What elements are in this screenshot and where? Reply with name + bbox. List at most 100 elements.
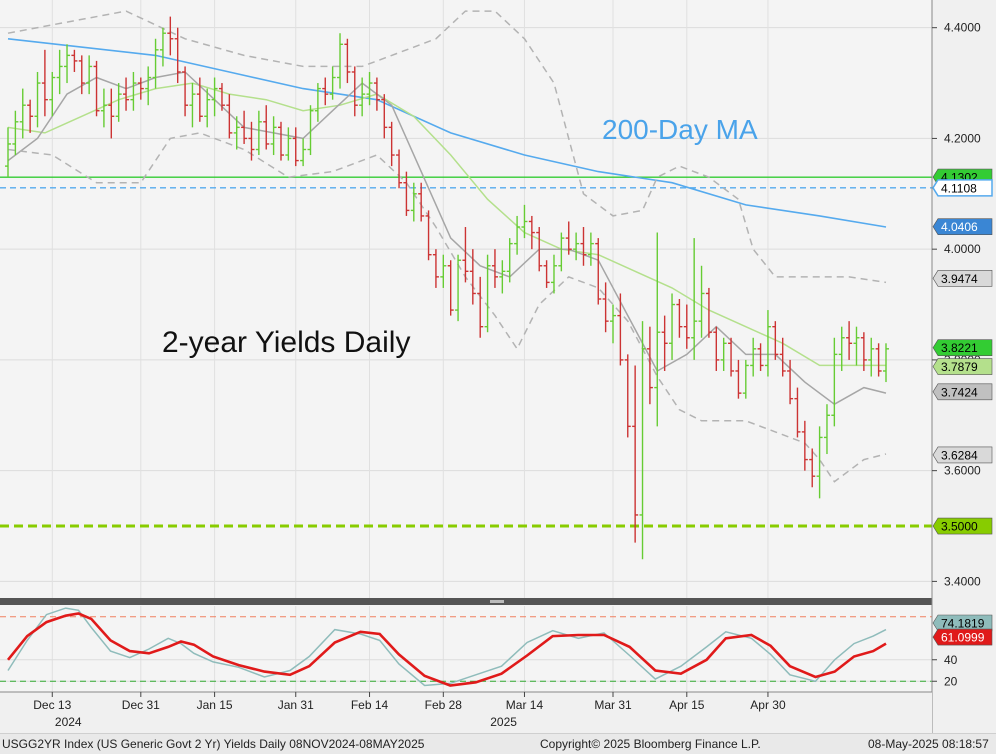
ohlc-bar <box>49 71 56 117</box>
ma-label: 200-Day MA <box>602 114 758 145</box>
ohlc-bar <box>388 121 395 167</box>
ohlc-bar <box>639 321 646 560</box>
footer-timestamp: 08-May-2025 08:18:57 <box>868 737 989 751</box>
ohlc-bar <box>816 426 823 499</box>
ohlc-bar <box>307 105 314 156</box>
ohlc-bar <box>595 238 602 305</box>
ohlc-bar <box>78 55 85 95</box>
ohlc-bar <box>292 127 299 167</box>
ohlc-bar <box>189 83 196 128</box>
ohlc-bar <box>669 293 676 360</box>
price-tag-label: 4.0406 <box>941 220 978 234</box>
ohlc-bar <box>152 38 159 89</box>
ohlc-bar <box>86 55 93 95</box>
date-axis-area <box>0 692 932 733</box>
price-tag: 74.1819 <box>932 614 993 632</box>
footer-security-description: USGG2YR Index (US Generic Govt 2 Yr) Yie… <box>2 737 425 751</box>
x-tick-label: Dec 13 <box>33 698 71 712</box>
ohlc-bar <box>499 260 506 294</box>
ohlc-bar <box>550 254 557 294</box>
x-tick-label: Jan 15 <box>197 698 233 712</box>
x-tick-label: Feb 28 <box>425 698 463 712</box>
price-tag-label: 3.7879 <box>941 360 978 374</box>
ohlc-bar <box>329 66 336 100</box>
ohlc-bar <box>853 326 860 366</box>
ohlc-bar <box>831 337 838 427</box>
y-tick-label: 20 <box>944 674 958 688</box>
ohlc-bar <box>477 276 484 338</box>
ohlc-bar <box>233 116 240 150</box>
ohlc-bar <box>691 238 698 360</box>
ohlc-bar <box>270 116 277 156</box>
footer-copyright: Copyright© 2025 Bloomberg Finance L.P. <box>540 737 761 751</box>
ohlc-bar <box>440 254 447 288</box>
ohlc-bar <box>868 337 875 377</box>
ohlc-bar <box>521 204 528 239</box>
ma-short-line <box>7 82 886 367</box>
ohlc-bar <box>565 221 572 255</box>
ohlc-bar <box>654 232 661 427</box>
ohlc-bar <box>455 254 462 322</box>
ohlc-bar <box>263 105 270 150</box>
ohlc-bar <box>705 287 712 338</box>
ma-200-line <box>7 38 887 228</box>
price-tag: 4.0406 <box>932 218 993 235</box>
ohlc-bar <box>794 387 801 438</box>
ohlc-bar <box>875 343 882 377</box>
ohlc-bar <box>337 33 344 89</box>
y-tick-label: 3.6000 <box>944 464 981 478</box>
ohlc-bar <box>351 66 358 117</box>
ohlc-bar <box>174 27 181 84</box>
ohlc-bar <box>750 337 757 377</box>
price-tag-label: 3.7424 <box>941 385 978 399</box>
price-tag: 3.6284 <box>932 446 993 464</box>
panel-resize-handle <box>490 600 504 603</box>
x-year-label: 2025 <box>490 715 517 729</box>
ohlc-bar <box>469 249 476 305</box>
price-tag-label: 61.0999 <box>941 631 985 645</box>
ohlc-bar <box>27 99 34 133</box>
ohlc-bar <box>100 88 107 128</box>
ohlc-bar <box>145 66 152 106</box>
y-tick-label: 3.4000 <box>944 574 981 588</box>
x-tick-label: Apr 15 <box>669 698 705 712</box>
ohlc-bar <box>248 121 255 161</box>
ohlc-bar <box>514 215 521 255</box>
ohlc-bar <box>447 260 454 316</box>
ohlc-bar <box>314 83 321 122</box>
ohlc-bar <box>71 49 78 72</box>
ohlc-bar <box>359 77 366 117</box>
ohlc-bar <box>93 60 100 117</box>
ohlc-bar <box>196 77 203 122</box>
ohlc-bar <box>558 232 565 272</box>
oscillator-fast-line <box>7 607 887 687</box>
x-tick-label: Feb 14 <box>351 698 389 712</box>
ohlc-bar <box>610 304 617 344</box>
ohlc-bar <box>587 232 594 266</box>
ohlc-bar <box>167 16 174 56</box>
ohlc-bar <box>277 121 284 161</box>
ohlc-bar <box>159 27 166 67</box>
ohlc-bar <box>823 404 830 455</box>
ohlc-bar <box>403 171 410 216</box>
ohlc-bar <box>344 38 351 84</box>
ohlc-bar <box>573 232 580 261</box>
ohlc-bar <box>602 282 609 333</box>
ohlc-bar <box>381 94 388 139</box>
ohlc-bar <box>787 359 794 405</box>
ohlc-bar <box>809 448 816 488</box>
price-tag-label: 3.6284 <box>941 448 978 462</box>
ohlc-bar <box>432 249 439 288</box>
ohlc-bar <box>742 359 749 399</box>
ohlc-bar <box>300 138 307 167</box>
bollinger-upper-band <box>7 10 887 284</box>
ohlc-bar <box>241 110 248 144</box>
ohlc-bar <box>41 49 48 117</box>
price-tag: 3.7424 <box>932 383 993 401</box>
status-bar: USGG2YR Index (US Generic Govt 2 Yr) Yie… <box>0 733 996 754</box>
ohlc-bar <box>720 337 727 371</box>
bollinger-lower-band <box>7 132 887 483</box>
ohlc-bar <box>204 88 211 128</box>
ohlc-bar <box>396 149 403 189</box>
x-tick-label: Jan 31 <box>278 698 314 712</box>
